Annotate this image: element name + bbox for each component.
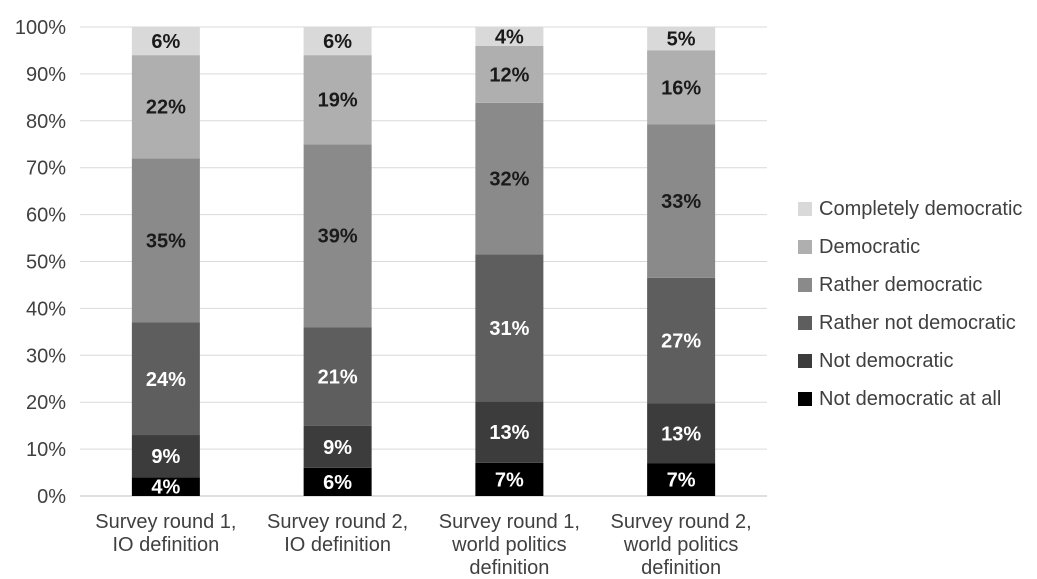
x-category-label: definition [641,557,721,579]
data-label: 7% [667,470,696,492]
bar-segment [131,322,200,436]
data-label: 5% [667,29,696,51]
y-tick-label: 20% [26,392,66,414]
legend-swatch [798,240,812,254]
y-tick-label: 90% [26,64,66,86]
data-label: 13% [489,422,529,444]
data-label: 24% [146,369,186,391]
legend-swatch [798,354,812,368]
data-label: 22% [146,97,186,119]
bar-segment [475,401,544,463]
legend-label: Not democratic [819,349,954,372]
x-category-label: Survey round 2, [267,511,408,533]
x-category-label: definition [469,557,549,579]
data-label: 4% [495,26,524,48]
legend-swatch [798,278,812,292]
y-tick-label: 50% [26,252,66,274]
bar-segment [131,477,200,496]
bar-segment [131,158,200,323]
bar-segment [131,27,200,56]
data-label: 6% [151,31,180,53]
stacked-bar-chart: 0% 10% 20% 30% 40% 50% 60% 70% 80% 90% 100% 4% 9% 24… [15,17,767,579]
legend-label: Rather democratic [819,273,983,296]
data-label: 7% [495,469,524,491]
bar-segment [647,463,716,496]
bar-segment [647,50,716,125]
bar-segment [475,254,544,402]
y-tick-label: 70% [26,158,66,180]
bar-segment [303,55,372,145]
bar-segment [131,55,200,159]
bar-segment [475,45,544,103]
data-label: 9% [323,437,352,459]
legend-label: Democratic [819,235,921,258]
legend-item: Not democratic at all [798,380,1022,418]
legend-swatch [798,316,812,330]
y-tick-label: 100% [15,17,66,39]
y-tick-label: 40% [26,298,66,320]
bar-segment [475,462,544,496]
bar-segment [647,124,716,278]
x-category-label: Survey round 2, [611,511,752,533]
bar-segment [647,27,716,51]
data-label: 9% [151,446,180,468]
data-label: 27% [661,330,701,352]
data-label: 35% [146,230,186,252]
data-label: 31% [489,318,529,340]
x-category-label: Survey round 1, [95,511,236,533]
bar-segment [475,27,544,46]
data-label: 12% [489,64,529,86]
data-label: 33% [661,191,701,213]
bar-segment [303,425,372,468]
data-label: 6% [323,31,352,53]
y-tick-label: 60% [26,205,66,227]
y-tick-label: 80% [26,111,66,133]
bar-segment [475,102,544,255]
x-category-label: IO definition [113,534,220,556]
x-category-label: world politics [451,534,566,556]
data-label: 19% [318,90,358,112]
x-category-label: Survey round 1, [439,511,580,533]
x-category-label: IO definition [284,534,391,556]
legend-swatch [798,202,812,216]
bars [131,27,716,496]
legend-label: Not democratic at all [819,387,1002,410]
data-label: 21% [318,366,358,388]
y-tick-label: 0% [37,486,66,508]
legend-swatch [798,392,812,406]
legend: Completely democratic Democratic Rather de… [798,190,1022,418]
bar-segment [303,327,372,426]
x-category-label: world politics [623,534,738,556]
data-label: 13% [661,423,701,445]
bar-segment [303,467,372,496]
bar-segment [303,144,372,328]
bar-segment [303,27,372,56]
legend-item: Democratic [798,228,1022,266]
bar-segment [647,403,716,464]
data-label: 32% [489,169,529,191]
y-tick-label: 30% [26,345,66,367]
legend-item: Rather not democratic [798,304,1022,342]
bar-segment [647,277,716,404]
data-label: 39% [318,226,358,248]
legend-item: Not democratic [798,342,1022,380]
legend-item: Completely democratic [798,190,1022,228]
y-axis-ticks: 0% 10% 20% 30% 40% 50% 60% 70% 80% 90% 100% [15,17,66,508]
bar-segment [131,435,200,478]
legend-item: Rather democratic [798,266,1022,304]
legend-label: Rather not democratic [819,311,1016,334]
data-label: 4% [151,477,180,499]
legend-label: Completely democratic [819,197,1023,220]
data-labels: 4% 9% 24% 35% 22% 6% 6% 9% 21% 39% 19% 6% 7% 13% 31% 32… [146,26,701,498]
data-label: 16% [661,77,701,99]
y-tick-label: 10% [26,439,66,461]
data-label: 6% [323,472,352,494]
